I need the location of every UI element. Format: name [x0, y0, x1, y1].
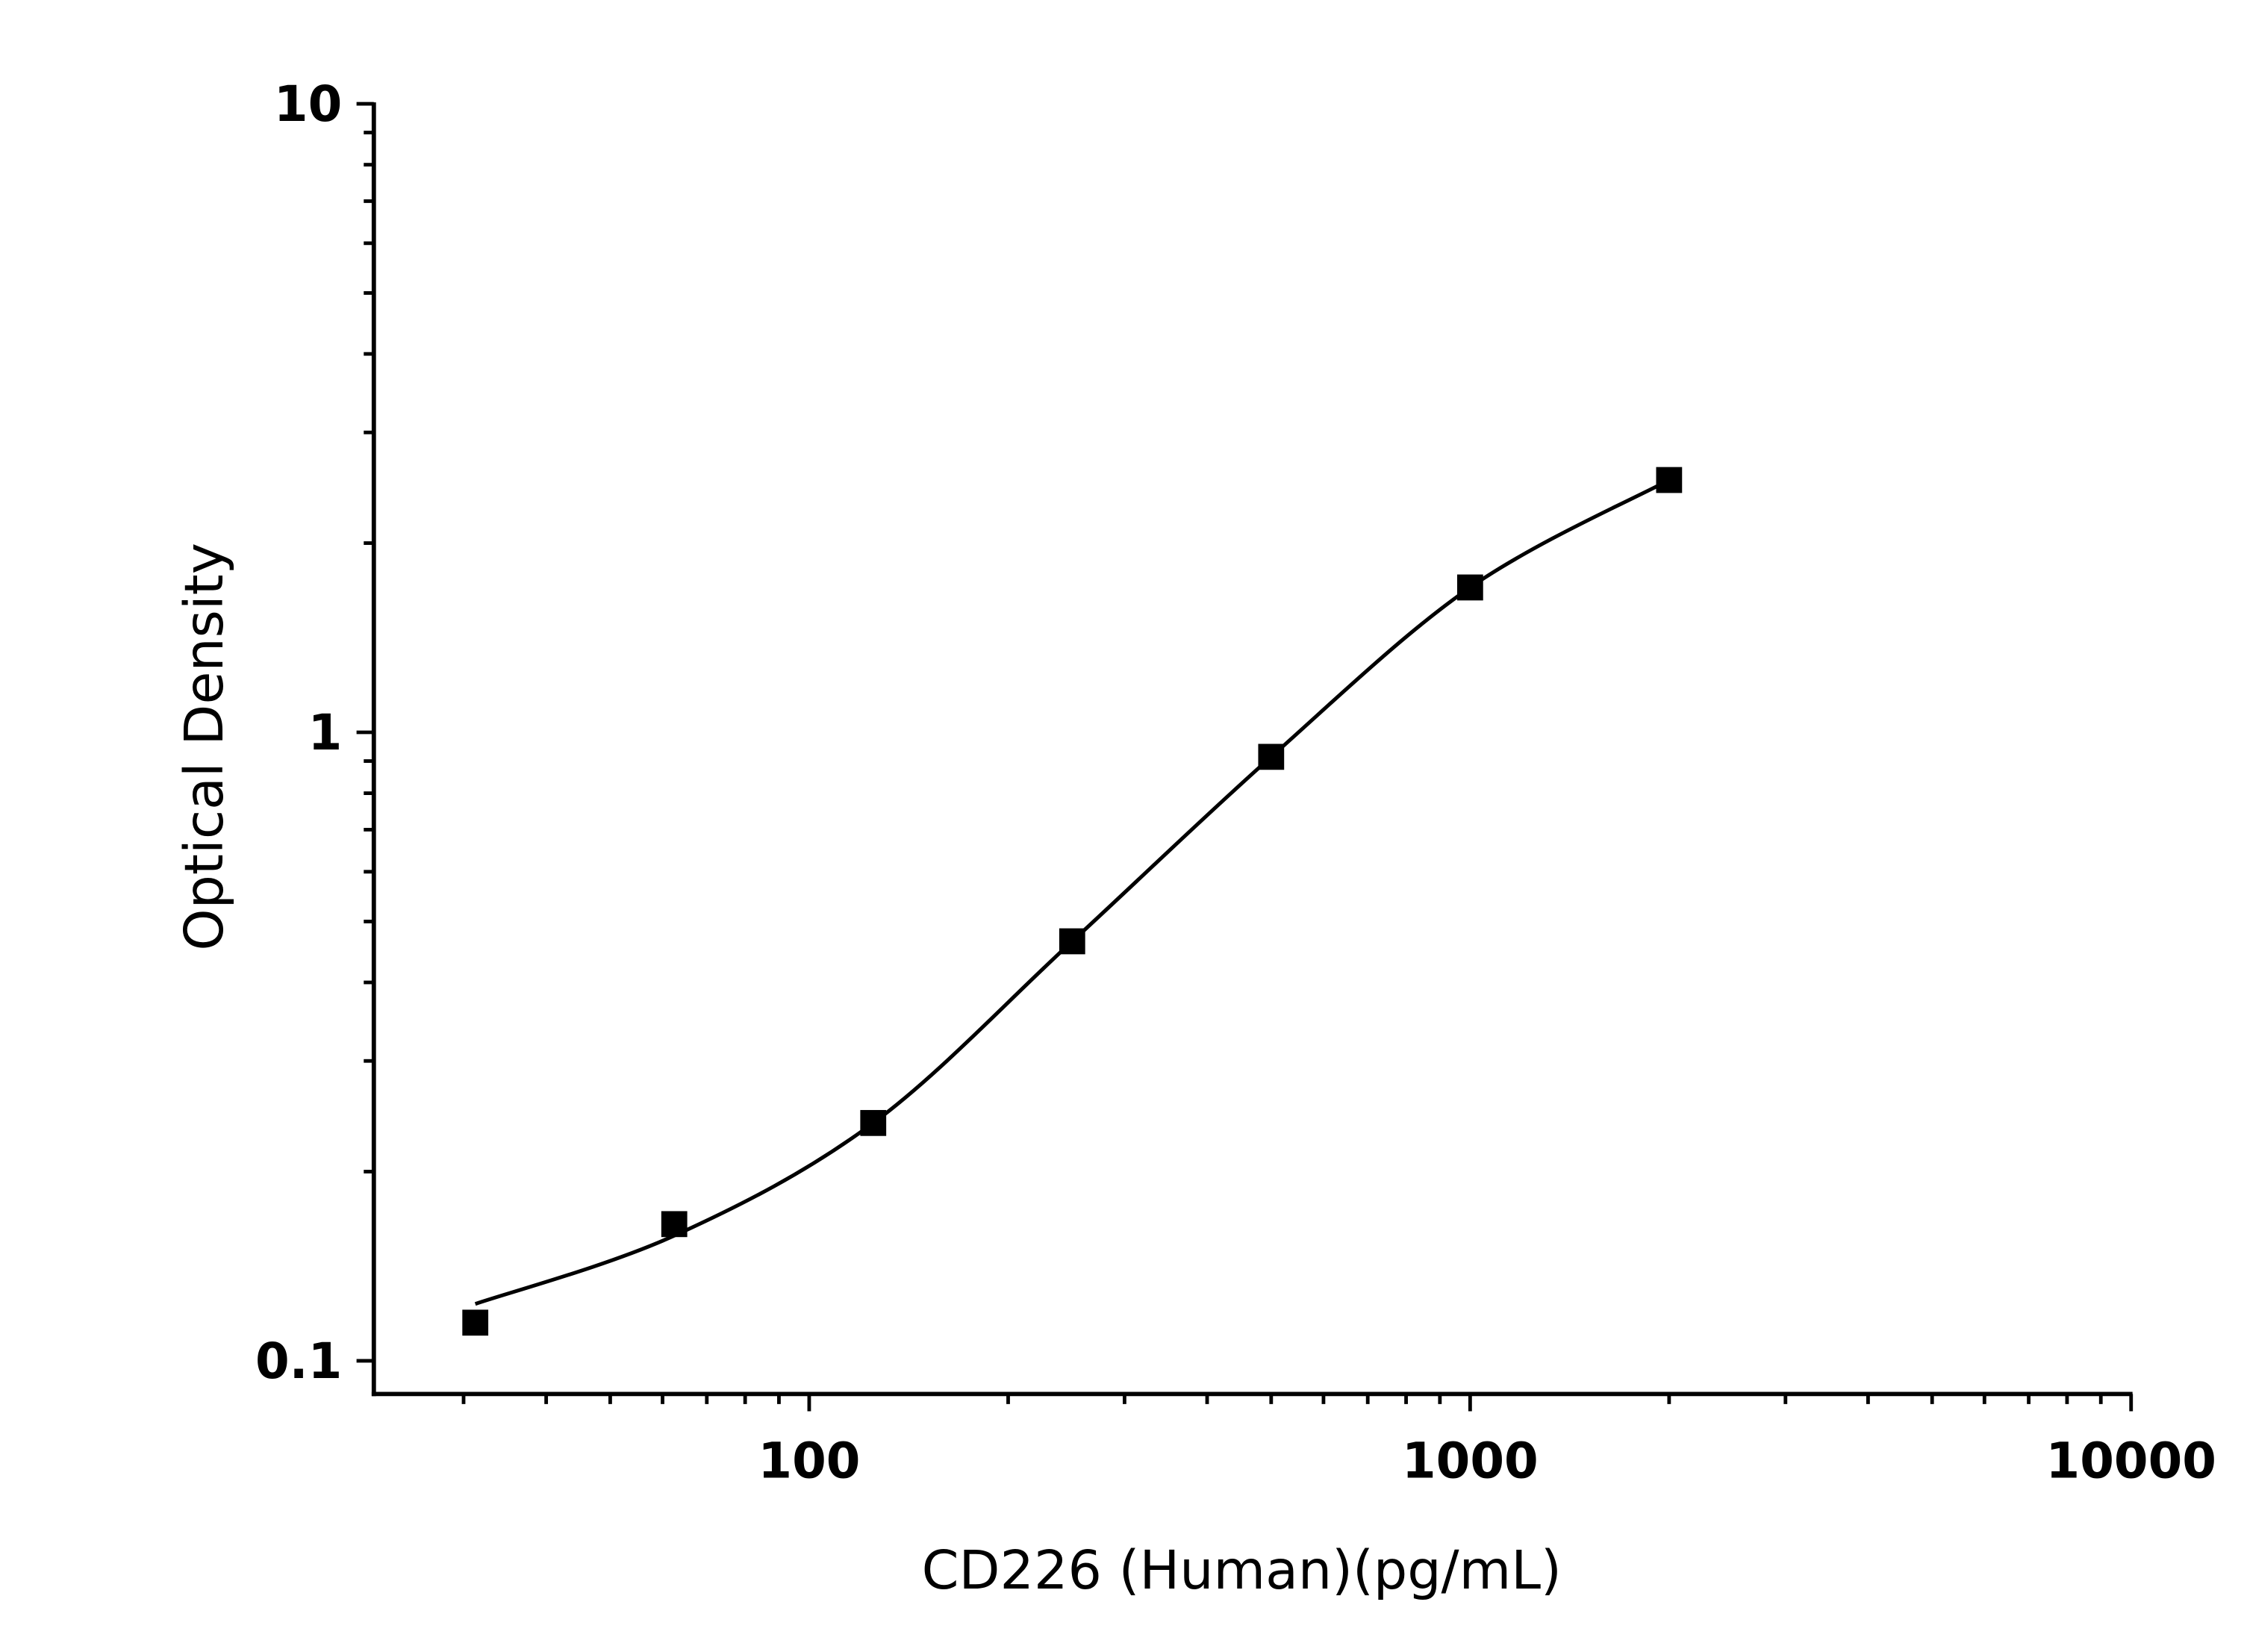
data-point	[1059, 928, 1085, 955]
y-tick-label: 1	[308, 705, 343, 761]
axes	[371, 102, 2133, 1397]
y-tick-label: 0.1	[255, 1333, 342, 1390]
x-axis-title: CD226 (Human)(pg/mL)	[922, 1539, 1562, 1601]
x-tick-label: 100	[758, 1433, 860, 1489]
y-axis-title: Optical Density	[173, 543, 235, 951]
ticks	[356, 102, 2134, 1412]
x-tick-label: 10000	[2046, 1433, 2216, 1489]
data-point	[860, 1109, 887, 1136]
data-point	[462, 1309, 489, 1336]
data-point	[1656, 467, 1683, 493]
data-point	[1258, 744, 1285, 770]
tick-labels: 0.1 1 10 100 1000 10000	[255, 76, 2216, 1489]
data-points	[462, 467, 1683, 1336]
data-point	[1456, 574, 1483, 601]
x-tick-label: 1000	[1402, 1433, 1539, 1489]
data-point	[661, 1211, 688, 1238]
y-tick-label: 10	[274, 76, 342, 133]
fit-curve	[474, 478, 1671, 1306]
